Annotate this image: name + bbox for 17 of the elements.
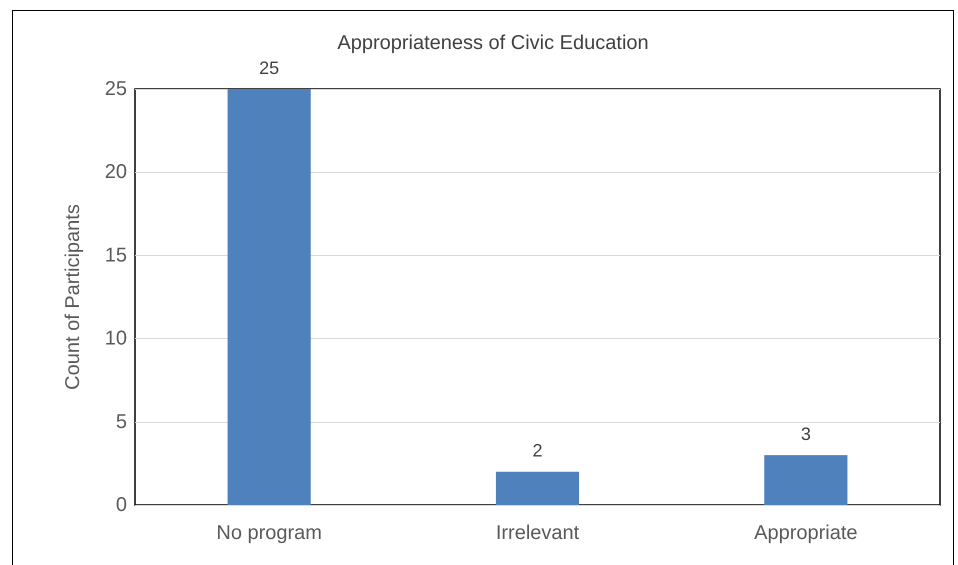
bar — [764, 455, 848, 505]
y-tick-label: 20 — [104, 161, 127, 184]
y-tick-label: 0 — [116, 494, 127, 516]
bar — [496, 472, 580, 505]
x-tick-label: Appropriate — [754, 522, 858, 544]
bar — [228, 89, 311, 505]
data-label: 2 — [532, 440, 543, 461]
y-tick-label: 15 — [104, 244, 127, 266]
data-label: 3 — [800, 424, 811, 444]
x-tick-label: Irrelevant — [496, 522, 580, 544]
y-tick-label: 5 — [116, 410, 127, 433]
y-axis-title: Count of Participants — [62, 204, 84, 390]
chart-title: Appropriateness of Civic Education — [337, 32, 649, 54]
x-tick-label: No program — [216, 522, 322, 544]
y-tick-label: 10 — [104, 328, 127, 350]
y-tick-label: 25 — [104, 78, 127, 100]
data-label: 25 — [259, 58, 280, 78]
